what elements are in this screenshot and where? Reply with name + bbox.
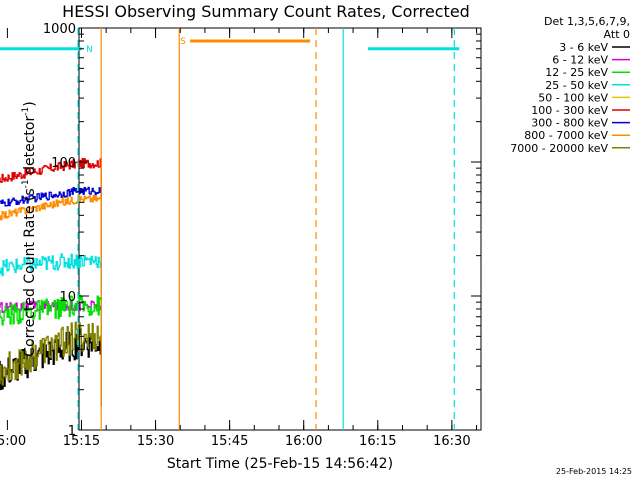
legend-entry-label: 25 - 50 keV — [545, 79, 608, 92]
legend-entry-label: 3 - 6 keV — [559, 41, 608, 54]
chart-title: HESSI Observing Summary Count Rates, Cor… — [62, 2, 470, 21]
x-tick-label: 16:30 — [433, 434, 470, 449]
overlay-layer: NS — [0, 28, 460, 430]
y-axis-label: Corrected Count Rate (s-1 detector-1) — [21, 101, 38, 356]
y-axis: 1 10 100 1000 — [43, 22, 481, 439]
footer-date: 25-Feb-2015 14:25 — [556, 467, 632, 476]
legend-entry-label: 6 - 12 keV — [552, 54, 608, 67]
attenuator-label: S — [180, 37, 186, 47]
x-axis: 15:00 15:15 15:30 15:45 16:00 16:15 16:30 — [0, 28, 478, 449]
legend-entry-label: 100 - 300 keV — [531, 104, 608, 117]
legend-entry-label: 7000 - 20000 keV — [510, 142, 608, 155]
y-tick-label: 100 — [51, 156, 76, 171]
x-tick-label: 16:00 — [285, 434, 322, 449]
legend-entry-label: 50 - 100 keV — [538, 91, 608, 104]
series-12-25-kev-line — [0, 294, 102, 407]
x-tick-label: 15:15 — [63, 434, 100, 449]
plot-frame — [78, 27, 482, 431]
x-tick-label: 15:00 — [0, 434, 26, 449]
legend-header-att: Att 0 — [604, 28, 630, 41]
y-tick-label: 10 — [59, 290, 76, 305]
legend-entry-label: 800 - 7000 keV — [524, 129, 608, 142]
y-tick-label: 1 — [68, 424, 76, 439]
x-axis-label: Start Time (25-Feb-15 14:56:42) — [167, 456, 393, 472]
x-tick-label: 15:30 — [137, 434, 174, 449]
plot-area — [78, 27, 482, 431]
attenuator-label: N — [86, 45, 93, 55]
x-tick-label: 16:15 — [359, 434, 396, 449]
series-300-800-kev-line — [0, 186, 102, 325]
series-layer — [0, 157, 102, 407]
legend-entry-label: 300 - 800 keV — [531, 117, 608, 130]
x-tick-label: 15:45 — [211, 434, 248, 449]
series-7000-20000-kev-line — [0, 321, 102, 407]
legend-header: Det 1,3,5,6,7,9, — [544, 15, 630, 28]
series-100-300-kev-line — [0, 157, 102, 298]
y-tick-label: 1000 — [43, 22, 76, 37]
legend-entry-label: 12 - 25 keV — [545, 66, 608, 79]
series-25-50-kev-line — [0, 253, 102, 395]
